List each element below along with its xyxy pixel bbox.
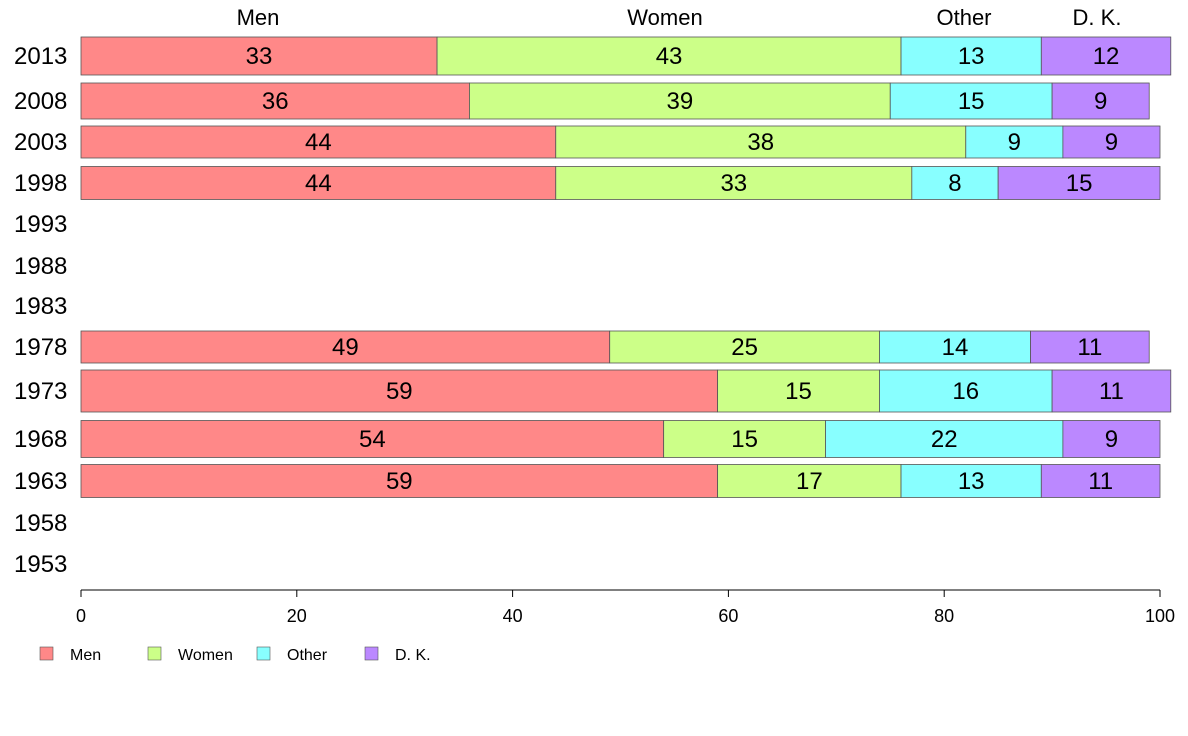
data-label: 15 — [731, 426, 758, 453]
legend-label: D. K. — [395, 647, 431, 664]
data-label: 49 — [332, 334, 359, 361]
data-label: 22 — [931, 426, 958, 453]
column-header: D. K. — [1073, 5, 1122, 30]
bar-segment — [469, 82, 891, 120]
data-label: 44 — [305, 129, 332, 156]
bar-segment — [555, 125, 967, 159]
data-label: 38 — [747, 129, 774, 156]
data-label: 9 — [1105, 129, 1118, 156]
year-label: 1998 — [14, 170, 67, 197]
bar-segment — [80, 330, 611, 364]
x-tick-label: 60 — [718, 606, 738, 626]
data-label: 33 — [246, 43, 273, 70]
data-label: 25 — [731, 334, 758, 361]
legend-swatch — [364, 646, 379, 661]
bar-segment — [997, 166, 1161, 200]
bar-segment — [80, 166, 557, 200]
x-tick-label: 40 — [503, 606, 523, 626]
column-headers: Men Women Other D. K. — [237, 5, 1122, 30]
data-label: 14 — [942, 334, 969, 361]
bar-segment — [879, 369, 1053, 413]
data-label: 15 — [785, 378, 812, 405]
data-label: 43 — [656, 43, 683, 70]
data-label: 54 — [359, 426, 386, 453]
data-label: 12 — [1093, 43, 1120, 70]
data-label: 33 — [720, 170, 747, 197]
data-label: 11 — [1088, 468, 1113, 495]
bar-segment — [80, 36, 438, 76]
year-label: 1968 — [14, 426, 67, 453]
bar-segment — [80, 420, 665, 458]
legend: Men Women Other D. K. — [39, 646, 431, 664]
year-label: 1988 — [14, 253, 67, 280]
year-label: 2008 — [14, 88, 67, 115]
data-label: 36 — [262, 88, 289, 115]
data-label: 59 — [386, 468, 413, 495]
bars-area: 2013 33 43 13 12 2008 36 39 15 9 2003 44 38 9 9 1998 44 3… — [14, 36, 1172, 578]
column-header: Women — [627, 5, 702, 30]
x-tick-label: 100 — [1145, 606, 1175, 626]
column-header: Men — [237, 5, 280, 30]
data-label: 9 — [1008, 129, 1021, 156]
bar-segment — [609, 330, 880, 364]
bar-segment — [1062, 125, 1161, 159]
data-label: 13 — [958, 43, 985, 70]
data-label: 13 — [958, 468, 985, 495]
data-label: 8 — [948, 170, 961, 197]
data-label: 9 — [1094, 88, 1107, 115]
x-tick-label: 20 — [287, 606, 307, 626]
legend-swatch — [39, 646, 54, 661]
column-header: Other — [936, 5, 991, 30]
legend-swatch — [256, 646, 271, 661]
data-label: 59 — [386, 378, 413, 405]
bar-segment — [879, 330, 1031, 364]
data-label: 15 — [1066, 170, 1093, 197]
year-label: 1958 — [14, 510, 67, 537]
data-label: 44 — [305, 170, 332, 197]
bar-segment — [825, 420, 1064, 458]
year-label: 2013 — [14, 43, 67, 70]
x-tick-label: 0 — [76, 606, 86, 626]
bar-segment — [1030, 330, 1150, 364]
data-label: 15 — [958, 88, 985, 115]
data-label: 39 — [666, 88, 693, 115]
year-label: 1953 — [14, 551, 67, 578]
data-label: 11 — [1077, 334, 1102, 361]
year-label: 1963 — [14, 468, 67, 495]
data-label: 9 — [1105, 426, 1118, 453]
x-tick-label: 80 — [934, 606, 954, 626]
bar-segment — [1062, 420, 1161, 458]
legend-label: Other — [287, 647, 328, 664]
bar-segment — [1040, 36, 1172, 76]
data-label: 17 — [796, 468, 823, 495]
year-label: 1973 — [14, 378, 67, 405]
bar-segment — [717, 369, 880, 413]
legend-swatch — [147, 646, 162, 661]
x-axis: 0 20 40 60 80 100 — [76, 589, 1175, 626]
bar-segment — [436, 36, 902, 76]
data-label: 16 — [952, 378, 979, 405]
bar-segment — [80, 125, 557, 159]
bar-segment — [555, 166, 913, 200]
legend-label: Women — [178, 647, 233, 664]
bar-segment — [1051, 82, 1150, 120]
bar-segment — [900, 36, 1042, 76]
bar-segment — [1040, 464, 1161, 498]
bar-segment — [889, 82, 1053, 120]
legend-label: Men — [70, 647, 101, 664]
year-label: 1993 — [14, 211, 67, 238]
bar-segment — [900, 464, 1042, 498]
year-label: 2003 — [14, 129, 67, 156]
data-label: 11 — [1099, 378, 1124, 405]
bar-segment — [80, 464, 719, 498]
bar-segment — [80, 369, 719, 413]
bar-segment — [80, 82, 470, 120]
year-label: 1983 — [14, 293, 67, 320]
year-label: 1978 — [14, 334, 67, 361]
bar-segment — [1051, 369, 1172, 413]
